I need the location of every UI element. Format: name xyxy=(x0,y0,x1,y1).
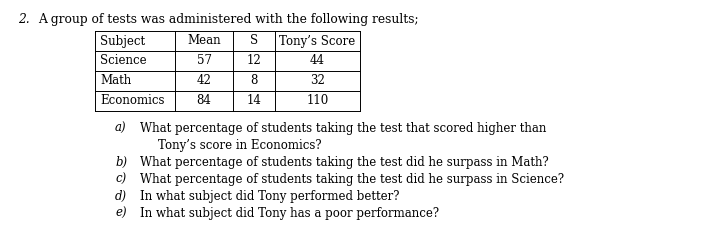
Text: S: S xyxy=(250,34,258,47)
Text: 110: 110 xyxy=(307,94,329,107)
Text: Mean: Mean xyxy=(187,34,221,47)
Text: 57: 57 xyxy=(197,54,212,67)
Text: 2.: 2. xyxy=(18,13,30,26)
Text: e): e) xyxy=(115,207,127,220)
Text: b): b) xyxy=(115,156,127,169)
Text: 42: 42 xyxy=(197,74,212,87)
Text: 44: 44 xyxy=(310,54,325,67)
Text: What percentage of students taking the test did he surpass in Science?: What percentage of students taking the t… xyxy=(140,173,564,186)
Text: 84: 84 xyxy=(197,94,212,107)
Text: 12: 12 xyxy=(246,54,261,67)
Text: What percentage of students taking the test that scored higher than: What percentage of students taking the t… xyxy=(140,122,547,135)
Text: 14: 14 xyxy=(246,94,261,107)
Text: What percentage of students taking the test did he surpass in Math?: What percentage of students taking the t… xyxy=(140,156,549,169)
Text: c): c) xyxy=(115,173,126,186)
Text: a): a) xyxy=(115,122,127,135)
Text: Economics: Economics xyxy=(100,94,164,107)
Text: Science: Science xyxy=(100,54,147,67)
Text: In what subject did Tony has a poor performance?: In what subject did Tony has a poor perf… xyxy=(140,207,439,220)
Text: Tony’s score in Economics?: Tony’s score in Economics? xyxy=(158,139,321,152)
Text: Tony’s Score: Tony’s Score xyxy=(280,34,355,47)
Text: In what subject did Tony performed better?: In what subject did Tony performed bette… xyxy=(140,190,399,203)
Text: Subject: Subject xyxy=(100,34,145,47)
Text: d): d) xyxy=(115,190,127,203)
Text: 8: 8 xyxy=(251,74,258,87)
Text: 32: 32 xyxy=(310,74,325,87)
Text: A group of tests was administered with the following results;: A group of tests was administered with t… xyxy=(38,13,418,26)
Text: Math: Math xyxy=(100,74,131,87)
